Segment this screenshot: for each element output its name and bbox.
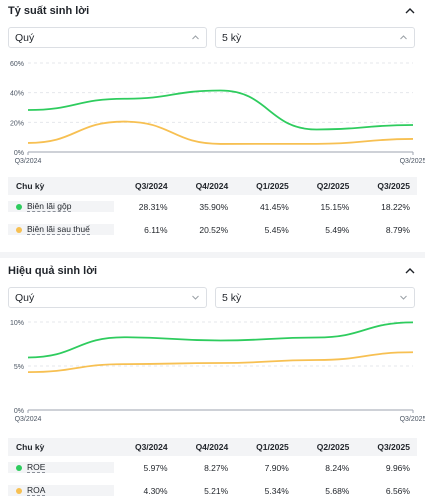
series-line-1 xyxy=(27,321,414,359)
profit-table: Chu kỳ Q3/2024 Q4/2024 Q1/2025 Q2/2025 Q3/202… xyxy=(8,177,417,241)
x-tick-label: Q3/2025 xyxy=(400,416,425,423)
legend-dot xyxy=(16,464,22,471)
column-header: Q1/2025 xyxy=(256,181,289,191)
period-select-value: Quý xyxy=(15,31,35,44)
row-label[interactable]: ROE xyxy=(27,462,46,473)
y-tick-label: 10% xyxy=(10,320,24,327)
y-tick-label: 5% xyxy=(14,364,24,371)
chart-svg: 0% 20% 40% 60% Q3/2024 Q3/2025 xyxy=(10,61,425,165)
row-label-cell: Biên lãi sau thuế xyxy=(8,224,114,235)
efficiency-header[interactable]: Hiệu quả sinh lời xyxy=(8,260,417,282)
y-tick-label: 0% xyxy=(14,150,24,157)
table-cell: 20.52% xyxy=(199,224,229,235)
period-select[interactable]: Quý xyxy=(8,287,207,308)
chevron-up-icon[interactable] xyxy=(403,4,417,18)
chevron-up-icon xyxy=(192,35,199,40)
table-cell: 5.68% xyxy=(325,485,350,496)
count-select[interactable]: 5 kỳ xyxy=(215,27,415,48)
table-cell: 5.45% xyxy=(264,224,289,235)
table-cell: 8.24% xyxy=(325,462,350,473)
efficiency-chart: 0% 5% 10% Q3/2024 Q3/2025 xyxy=(0,316,425,428)
table-cell: 5.21% xyxy=(204,485,229,496)
y-tick-label: 0% xyxy=(14,408,24,415)
count-select-value: 5 kỳ xyxy=(222,31,242,44)
efficiency-table: Chu kỳ Q3/2024 Q4/2024 Q1/2025 Q2/2025 Q3/202… xyxy=(8,438,417,502)
row-label[interactable]: Biên lãi gộp xyxy=(27,201,72,212)
series-line-2 xyxy=(27,351,414,374)
row-label-cell: ROA xyxy=(8,485,114,496)
column-header: Q3/2024 xyxy=(134,181,168,191)
table-cell: 41.45% xyxy=(259,201,289,212)
period-select-value: Quý xyxy=(15,291,35,304)
table-cell: 8.79% xyxy=(385,224,410,235)
column-header: Q2/2025 xyxy=(316,181,350,191)
table-cell: 7.90% xyxy=(264,462,289,473)
column-header: Q4/2024 xyxy=(195,442,229,452)
chevron-down-icon xyxy=(400,295,407,300)
row-label[interactable]: ROA xyxy=(27,485,46,496)
legend-dot xyxy=(16,226,22,233)
table-row: ROE 5.97% 8.27% 7.90% 8.24% 9.96% xyxy=(8,456,417,479)
profit-section: Tỷ suất sinh lời Quý 5 kỳ 0% 20% 40% 60% Q3/… xyxy=(0,0,425,241)
column-header: Q4/2024 xyxy=(195,181,229,191)
row-label[interactable]: Biên lãi sau thuế xyxy=(27,224,90,235)
x-tick-label: Q3/2025 xyxy=(400,158,425,165)
chevron-up-icon[interactable] xyxy=(403,264,417,278)
profit-header[interactable]: Tỷ suất sinh lời xyxy=(8,0,417,22)
y-tick-label: 40% xyxy=(10,91,24,98)
table-cell: 9.96% xyxy=(385,462,410,473)
table-row: Biên lãi sau thuế 6.11% 20.52% 5.45% 5.49% 8.… xyxy=(8,218,417,241)
count-select-value: 5 kỳ xyxy=(222,291,242,304)
series-line-2 xyxy=(27,120,414,145)
table-cell: 4.30% xyxy=(143,485,168,496)
table-cell: 5.49% xyxy=(325,224,350,235)
y-tick-label: 20% xyxy=(10,120,24,127)
column-header: Q1/2025 xyxy=(256,442,289,452)
count-select[interactable]: 5 kỳ xyxy=(215,287,415,308)
table-row: Biên lãi gộp 28.31% 35.90% 41.45% 15.15% 18.2… xyxy=(8,195,417,218)
column-header: Q3/2024 xyxy=(134,442,168,452)
x-tick-label: Q3/2024 xyxy=(15,416,42,423)
section-title: Hiệu quả sinh lời xyxy=(8,265,98,277)
row-label-cell: ROE xyxy=(8,462,114,473)
profit-chart: 0% 20% 40% 60% Q3/2024 Q3/2025 xyxy=(0,57,425,170)
table-header-row: Chu kỳ Q3/2024 Q4/2024 Q1/2025 Q2/2025 Q3/202… xyxy=(8,177,417,195)
period-select[interactable]: Quý xyxy=(8,27,207,48)
efficiency-section: Hiệu quả sinh lời Quý 5 kỳ 0% 5% 10% Q3/202… xyxy=(0,258,425,500)
chevron-up-icon xyxy=(400,35,407,40)
y-tick-label: 60% xyxy=(10,61,24,68)
column-header: Chu kỳ xyxy=(16,442,45,452)
table-header-row: Chu kỳ Q3/2024 Q4/2024 Q1/2025 Q2/2025 Q3/202… xyxy=(8,438,417,456)
legend-dot xyxy=(16,487,22,494)
column-header: Chu kỳ xyxy=(16,181,45,191)
table-cell: 28.31% xyxy=(138,201,168,212)
column-header: Q3/2025 xyxy=(377,442,410,452)
x-tick-label: Q3/2024 xyxy=(15,158,42,165)
column-header: Q2/2025 xyxy=(316,442,350,452)
chevron-down-icon xyxy=(192,295,199,300)
table-cell: 35.90% xyxy=(199,201,229,212)
row-label-cell: Biên lãi gộp xyxy=(8,201,114,212)
table-cell: 5.34% xyxy=(264,485,289,496)
legend-dot xyxy=(16,203,22,210)
table-cell: 5.97% xyxy=(143,462,168,473)
chart-svg: 0% 5% 10% Q3/2024 Q3/2025 xyxy=(10,320,425,423)
section-divider xyxy=(0,252,425,258)
table-cell: 6.56% xyxy=(385,485,410,496)
table-cell: 6.11% xyxy=(144,224,168,235)
table-cell: 15.15% xyxy=(320,201,350,212)
table-cell: 8.27% xyxy=(204,462,229,473)
table-row: ROA 4.30% 5.21% 5.34% 5.68% 6.56% xyxy=(8,479,417,502)
table-cell: 18.22% xyxy=(381,201,410,212)
series-line-1 xyxy=(27,89,414,131)
column-header: Q3/2025 xyxy=(377,181,410,191)
section-title: Tỷ suất sinh lời xyxy=(8,5,90,17)
